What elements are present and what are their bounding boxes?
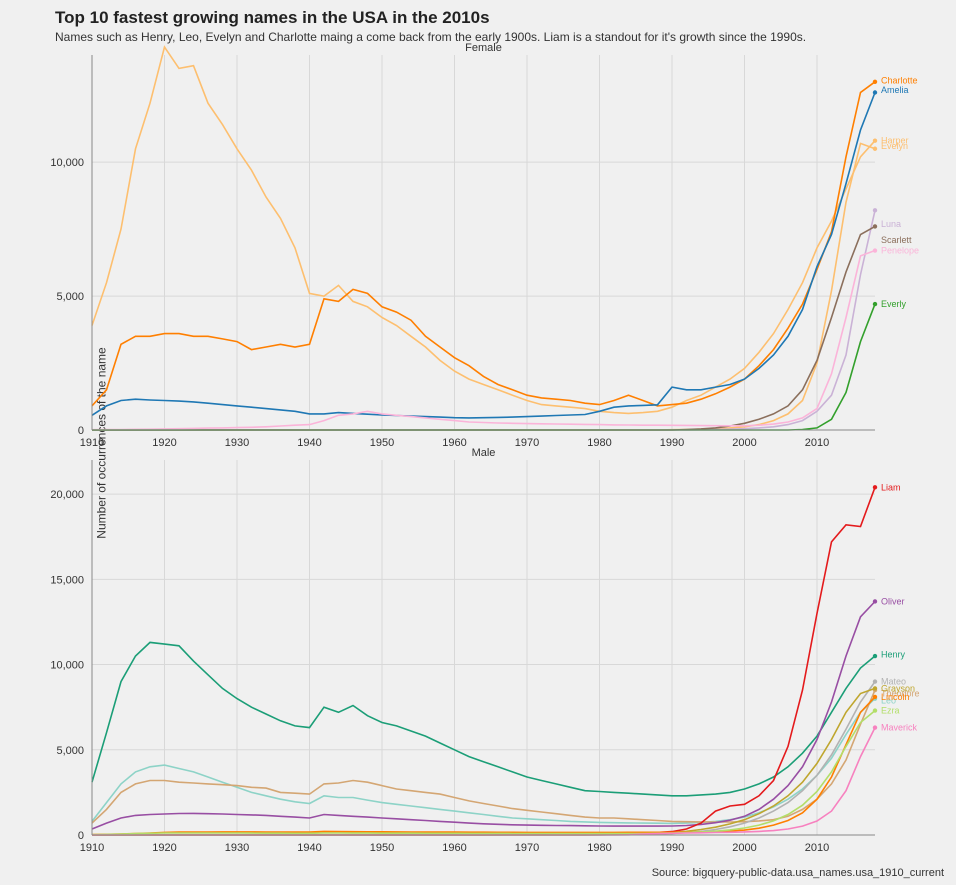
series-end-dot bbox=[873, 599, 877, 603]
series-end-dot bbox=[873, 725, 877, 729]
x-tick-label: 1980 bbox=[587, 842, 611, 854]
series-line bbox=[92, 82, 875, 406]
chart-container: Top 10 fastest growing names in the USA … bbox=[0, 0, 956, 885]
x-tick-label: 1930 bbox=[225, 842, 249, 854]
series-end-label: Amelia bbox=[881, 85, 909, 95]
series-end-label: Oliver bbox=[881, 596, 905, 606]
x-tick-label: 1950 bbox=[370, 842, 394, 854]
series-line bbox=[92, 487, 875, 835]
series-end-label: Scarlett bbox=[881, 235, 912, 245]
series-line bbox=[92, 711, 875, 835]
y-tick-label: 10,000 bbox=[50, 157, 84, 169]
x-tick-label: 2000 bbox=[732, 842, 756, 854]
series-end-label: Penelope bbox=[881, 246, 919, 256]
series-line bbox=[92, 93, 875, 418]
series-line bbox=[92, 690, 875, 823]
x-tick-label: 1940 bbox=[297, 437, 321, 449]
x-tick-label: 1990 bbox=[660, 437, 684, 449]
x-tick-label: 1970 bbox=[515, 437, 539, 449]
series-end-dot bbox=[873, 686, 877, 690]
series-end-label: Luna bbox=[881, 219, 901, 229]
x-tick-label: 1960 bbox=[442, 437, 466, 449]
series-end-dot bbox=[873, 654, 877, 658]
series-end-dot bbox=[873, 147, 877, 151]
panel-title: Male bbox=[472, 447, 496, 459]
series-line bbox=[92, 642, 875, 795]
series-line bbox=[92, 210, 875, 430]
x-tick-label: 1940 bbox=[297, 842, 321, 854]
x-tick-label: 1920 bbox=[152, 437, 176, 449]
series-end-label: Harper bbox=[881, 136, 909, 146]
x-tick-label: 2000 bbox=[732, 437, 756, 449]
y-tick-label: 10,000 bbox=[50, 660, 84, 672]
series-end-dot bbox=[873, 708, 877, 712]
y-tick-label: 15,000 bbox=[50, 574, 84, 586]
y-tick-label: 5,000 bbox=[56, 291, 84, 303]
series-end-dot bbox=[873, 90, 877, 94]
x-tick-label: 1960 bbox=[442, 842, 466, 854]
y-tick-label: 5,000 bbox=[56, 745, 84, 757]
series-end-dot bbox=[873, 695, 877, 699]
x-tick-label: 1920 bbox=[152, 842, 176, 854]
source-text: Source: bigquery-public-data.usa_names.u… bbox=[652, 867, 944, 879]
series-end-label: Lincoln bbox=[881, 692, 910, 702]
series-end-dot bbox=[873, 679, 877, 683]
x-tick-label: 1950 bbox=[370, 437, 394, 449]
series-end-dot bbox=[873, 302, 877, 306]
x-tick-label: 1910 bbox=[80, 842, 104, 854]
x-tick-label: 1970 bbox=[515, 842, 539, 854]
x-tick-label: 1990 bbox=[660, 842, 684, 854]
x-tick-label: 2010 bbox=[805, 842, 829, 854]
series-end-dot bbox=[873, 485, 877, 489]
series-end-dot bbox=[873, 80, 877, 84]
series-line bbox=[92, 682, 875, 835]
series-end-label: Everly bbox=[881, 299, 907, 309]
series-end-dot bbox=[873, 208, 877, 212]
y-tick-label: 0 bbox=[78, 830, 84, 842]
series-line bbox=[92, 143, 875, 430]
x-tick-label: 1930 bbox=[225, 437, 249, 449]
x-tick-label: 2010 bbox=[805, 437, 829, 449]
series-line bbox=[92, 226, 875, 430]
y-tick-label: 0 bbox=[78, 425, 84, 437]
x-tick-label: 1980 bbox=[587, 437, 611, 449]
series-end-dot bbox=[873, 224, 877, 228]
x-tick-label: 1910 bbox=[80, 437, 104, 449]
panel-title: Female bbox=[465, 42, 502, 54]
series-end-dot bbox=[873, 139, 877, 143]
series-end-label: Henry bbox=[881, 649, 906, 659]
series-line bbox=[92, 602, 875, 830]
series-end-label: Ezra bbox=[881, 706, 900, 716]
series-line bbox=[92, 47, 875, 413]
series-end-label: Maverick bbox=[881, 723, 918, 733]
y-tick-label: 20,000 bbox=[50, 489, 84, 501]
series-end-dot bbox=[873, 248, 877, 252]
series-end-label: Liam bbox=[881, 482, 901, 492]
chart-svg: Female 0 5,000 10,000 1910 1920 1930 1940 1950 19… bbox=[0, 0, 956, 885]
